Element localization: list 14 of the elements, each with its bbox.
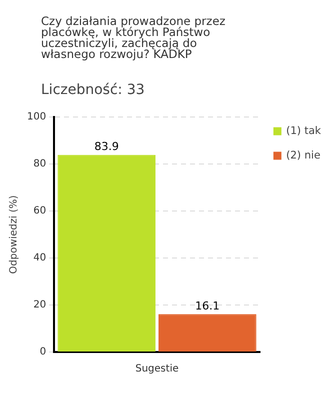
legend-label: (2) nie [286,149,320,162]
y-tick-label: 60 [33,206,46,217]
y-tick-label: 20 [33,300,46,311]
y-tick-label: 80 [33,158,46,170]
legend-label: (1) tak [286,124,322,137]
y-tick-label: 100 [26,112,46,123]
x-tick-label: Sugestie [135,364,179,375]
y-tick-label: 0 [40,346,46,358]
data-label: 83.9 [94,140,119,154]
data-label: 16.1 [195,300,220,313]
y-tick-label: 40 [33,252,46,264]
y-axis-title: Odpowiedzi (%) [8,195,20,274]
chart-title: Czy działania prowadzone przez placówkę, w których Państwo uczestniczyli, zachęcają do własnego rozwoju? KADKP [41,14,226,61]
chart-subtitle: Liczebność: 33 [41,82,145,98]
